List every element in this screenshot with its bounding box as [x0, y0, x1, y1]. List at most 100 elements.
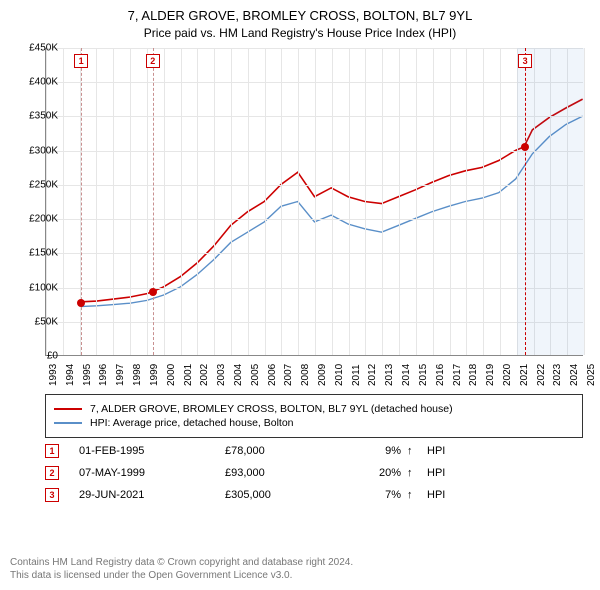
x-axis-label: 2024	[569, 364, 580, 386]
x-axis-label: 2000	[166, 364, 177, 386]
x-axis-label: 1995	[82, 364, 93, 386]
forecast-band	[517, 48, 584, 355]
gridline-vertical	[500, 48, 501, 355]
legend-item-price-paid: 7, ALDER GROVE, BROMLEY CROSS, BOLTON, B…	[54, 403, 574, 415]
transaction-price: £93,000	[225, 467, 335, 479]
gridline-vertical	[466, 48, 467, 355]
x-axis-label: 2008	[300, 364, 311, 386]
gridline-vertical	[332, 48, 333, 355]
x-axis-label: 2021	[519, 364, 530, 386]
transaction-hpi-label: HPI	[427, 467, 467, 479]
gridline-vertical	[433, 48, 434, 355]
transaction-marker-line	[153, 48, 154, 355]
transaction-row: 101-FEB-1995£78,0009%↑HPI	[45, 440, 583, 462]
gridline-vertical	[214, 48, 215, 355]
gridline-vertical	[197, 48, 198, 355]
gridline-vertical	[382, 48, 383, 355]
x-axis-label: 2023	[552, 364, 563, 386]
transaction-hpi-label: HPI	[427, 445, 467, 457]
gridline-vertical	[46, 48, 47, 355]
x-axis-label: 2025	[586, 364, 597, 386]
transaction-pct: 20%	[341, 467, 401, 479]
x-axis-label: 1997	[115, 364, 126, 386]
arrow-up-icon: ↑	[407, 467, 421, 479]
y-axis-label: £400K	[16, 77, 58, 88]
legend-label-price-paid: 7, ALDER GROVE, BROMLEY CROSS, BOLTON, B…	[90, 403, 453, 415]
price-chart: 1 2 3	[45, 48, 583, 356]
transaction-marker-line	[81, 48, 82, 355]
x-axis-label: 2006	[267, 364, 278, 386]
gridline-vertical	[315, 48, 316, 355]
x-axis-label: 2005	[250, 364, 261, 386]
x-axis-label: 2007	[283, 364, 294, 386]
x-axis-label: 2018	[468, 364, 479, 386]
x-axis-label: 2017	[452, 364, 463, 386]
transaction-row-badge: 1	[45, 444, 59, 458]
attribution-line-1: Contains HM Land Registry data © Crown c…	[10, 556, 590, 569]
x-axis-label: 2002	[199, 364, 210, 386]
transaction-row-badge: 2	[45, 466, 59, 480]
transaction-badge: 2	[146, 54, 160, 68]
transaction-row-badge: 3	[45, 488, 59, 502]
attribution-line-2: This data is licensed under the Open Gov…	[10, 569, 590, 582]
transaction-pct: 7%	[341, 489, 401, 501]
title-line-1: 7, ALDER GROVE, BROMLEY CROSS, BOLTON, B…	[10, 8, 590, 23]
gridline-vertical	[181, 48, 182, 355]
gridline-vertical	[584, 48, 585, 355]
x-axis-label: 1996	[98, 364, 109, 386]
gridline-vertical	[248, 48, 249, 355]
gridline-vertical	[231, 48, 232, 355]
y-axis-label: £350K	[16, 111, 58, 122]
x-axis-label: 2022	[536, 364, 547, 386]
y-axis-label: £200K	[16, 214, 58, 225]
y-axis-label: £50K	[16, 316, 58, 327]
transaction-table: 101-FEB-1995£78,0009%↑HPI207-MAY-1999£93…	[45, 440, 583, 506]
transaction-badge: 1	[74, 54, 88, 68]
x-axis-label: 2020	[502, 364, 513, 386]
y-axis-label: £150K	[16, 248, 58, 259]
arrow-up-icon: ↑	[407, 489, 421, 501]
x-axis-label: 2001	[183, 364, 194, 386]
gridline-vertical	[63, 48, 64, 355]
y-axis-label: £100K	[16, 282, 58, 293]
x-axis-label: 2014	[401, 364, 412, 386]
x-axis-label: 2016	[435, 364, 446, 386]
gridline-vertical	[147, 48, 148, 355]
y-axis-label: £250K	[16, 179, 58, 190]
transaction-dot	[521, 143, 529, 151]
gridline-vertical	[349, 48, 350, 355]
gridline-vertical	[450, 48, 451, 355]
x-axis-label: 2013	[384, 364, 395, 386]
transaction-row: 2 07-MAY-1999 £93,000 20% ↑ HPI	[45, 462, 583, 484]
x-axis-label: 2011	[351, 364, 362, 386]
x-axis-label: 2004	[233, 364, 244, 386]
gridline-vertical	[298, 48, 299, 355]
x-axis-label: 2019	[485, 364, 496, 386]
y-axis-label: £450K	[16, 43, 58, 54]
arrow-up-icon: ↑	[407, 445, 421, 457]
gridline-vertical	[281, 48, 282, 355]
x-axis-label: 1999	[149, 364, 160, 386]
legend-item-hpi: HPI: Average price, detached house, Bolt…	[54, 417, 574, 429]
legend-swatch-price-paid	[54, 408, 82, 410]
y-axis-label: £0	[16, 351, 58, 362]
transaction-price: £305,000	[225, 489, 335, 501]
gridline-vertical	[365, 48, 366, 355]
transaction-marker-line	[525, 48, 526, 355]
transaction-date: 07-MAY-1999	[79, 467, 219, 479]
x-axis-label: 2003	[216, 364, 227, 386]
attribution-text: Contains HM Land Registry data © Crown c…	[10, 556, 590, 582]
transaction-badge: 3	[518, 54, 532, 68]
x-axis-label: 2010	[334, 364, 345, 386]
gridline-vertical	[113, 48, 114, 355]
x-axis-label: 2015	[418, 364, 429, 386]
gridline-vertical	[483, 48, 484, 355]
chart-legend: 7, ALDER GROVE, BROMLEY CROSS, BOLTON, B…	[45, 394, 583, 438]
gridline-vertical	[399, 48, 400, 355]
transaction-date: 01-FEB-1995	[79, 445, 219, 457]
x-axis-label: 1994	[65, 364, 76, 386]
legend-label-hpi: HPI: Average price, detached house, Bolt…	[90, 417, 294, 429]
transaction-dot	[149, 288, 157, 296]
title-line-2: Price paid vs. HM Land Registry's House …	[10, 26, 590, 40]
gridline-vertical	[96, 48, 97, 355]
